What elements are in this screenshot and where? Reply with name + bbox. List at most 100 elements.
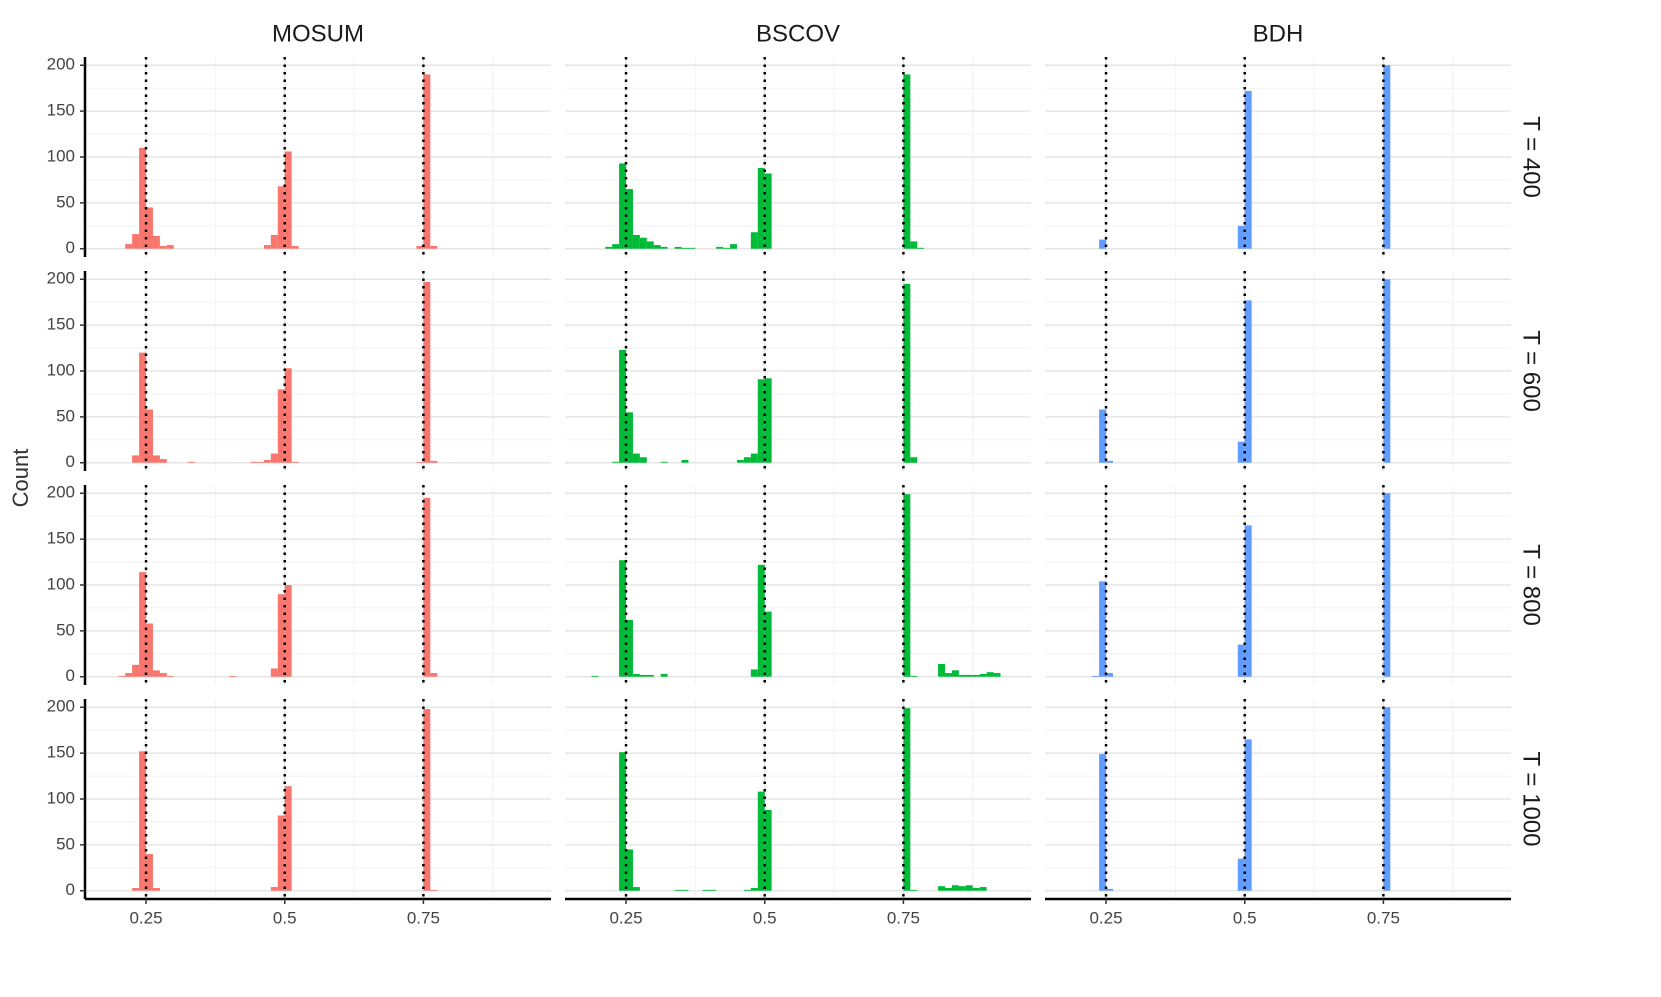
- y-tick-label: 50: [56, 406, 75, 425]
- y-tick-label: 200: [47, 269, 75, 288]
- histogram-bar: [730, 244, 737, 249]
- histogram-bar: [187, 461, 195, 463]
- histogram-bar: [632, 453, 640, 463]
- y-tick-label: 100: [47, 574, 75, 593]
- x-tick-label: 0.75: [407, 908, 440, 927]
- y-tick-label: 50: [56, 834, 75, 853]
- y-tick-label: 100: [47, 788, 75, 807]
- histogram-bar: [619, 560, 627, 677]
- histogram-bar: [612, 244, 620, 249]
- histogram-bar: [626, 189, 633, 249]
- histogram-bar: [646, 241, 654, 249]
- histogram-bar: [764, 810, 772, 891]
- histogram-bar: [1237, 225, 1245, 249]
- histogram-bar: [910, 675, 918, 677]
- histogram-bar: [972, 674, 980, 677]
- x-tick-label: 0.75: [1367, 908, 1400, 927]
- histogram-bar: [159, 245, 167, 249]
- histogram-bar: [270, 887, 278, 891]
- x-tick-label: 0.25: [129, 908, 162, 927]
- histogram-bar: [1106, 460, 1113, 463]
- histogram-bar: [146, 623, 153, 677]
- histogram-bar: [965, 674, 973, 677]
- histogram-bar: [132, 234, 140, 249]
- x-tick-label: 0.5: [1233, 908, 1257, 927]
- histogram-bar: [1106, 673, 1113, 677]
- column-title: BDH: [1253, 20, 1304, 47]
- histogram-bar: [903, 708, 911, 891]
- histogram-bar: [166, 245, 174, 249]
- histogram-bar: [423, 709, 431, 891]
- histogram-bar: [716, 246, 724, 249]
- histogram-bar: [430, 673, 438, 677]
- histogram-bar: [972, 887, 980, 891]
- histogram-bar: [736, 459, 744, 463]
- histogram-bar: [277, 389, 285, 463]
- histogram-bar: [619, 752, 627, 891]
- histogram-bar: [764, 173, 772, 249]
- histogram-bar: [619, 349, 627, 463]
- histogram-bar: [619, 163, 627, 249]
- histogram-bar: [958, 886, 966, 891]
- column-title: BSCOV: [756, 20, 840, 47]
- histogram-bar: [750, 887, 758, 891]
- histogram-bar: [139, 751, 147, 891]
- histogram-bar: [430, 460, 438, 463]
- histogram-bar: [423, 497, 431, 677]
- histogram-bar: [681, 459, 689, 463]
- histogram-bar: [605, 246, 613, 249]
- histogram-bar: [757, 564, 765, 677]
- row-label: T = 400: [1518, 116, 1545, 198]
- histogram-bar: [146, 409, 153, 463]
- column-title: MOSUM: [272, 20, 364, 47]
- histogram-bar: [277, 186, 285, 249]
- histogram-bar: [965, 885, 973, 891]
- histogram-bar: [284, 585, 292, 677]
- histogram-bar: [660, 461, 668, 463]
- histogram-bar: [626, 619, 633, 677]
- histogram-bar: [945, 673, 952, 677]
- y-tick-label: 100: [47, 360, 75, 379]
- x-tick-label: 0.75: [887, 908, 920, 927]
- histogram-bar: [903, 494, 911, 677]
- histogram-bar: [263, 245, 271, 249]
- histogram-bar: [284, 151, 292, 249]
- histogram-bar: [146, 207, 153, 249]
- histogram-bar: [1383, 279, 1391, 463]
- histogram-bar: [688, 247, 696, 249]
- histogram-bar: [653, 245, 661, 249]
- histogram-bar: [270, 453, 278, 463]
- histogram-bar: [256, 461, 264, 463]
- histogram-bar: [993, 673, 1001, 677]
- y-tick-label: 150: [47, 315, 75, 334]
- y-tick-label: 200: [47, 697, 75, 716]
- histogram-bar: [416, 461, 424, 463]
- histogram-bar: [626, 849, 633, 891]
- histogram-bar: [1383, 493, 1391, 677]
- histogram-bar: [1099, 409, 1107, 463]
- y-tick-label: 50: [56, 620, 75, 639]
- y-tick-label: 200: [47, 55, 75, 74]
- histogram-bar: [270, 234, 278, 249]
- histogram-bar: [660, 673, 668, 677]
- histogram-bar: [723, 247, 731, 249]
- histogram-bar: [709, 889, 717, 891]
- histogram-bar: [416, 245, 424, 249]
- histogram-bar: [152, 455, 160, 463]
- histogram-bar: [757, 379, 765, 463]
- histogram-bar: [1237, 858, 1245, 891]
- histogram-bar: [1099, 581, 1107, 677]
- row-label: T = 600: [1518, 330, 1545, 412]
- histogram-bar: [1099, 754, 1107, 891]
- histogram-bar: [632, 887, 640, 891]
- histogram-bar: [1237, 441, 1245, 463]
- histogram-bar: [291, 461, 299, 463]
- y-tick-label: 0: [66, 238, 75, 257]
- histogram-bar: [152, 887, 160, 891]
- histogram-bar: [938, 663, 946, 677]
- histogram-bar: [945, 887, 952, 891]
- histogram-bar: [423, 74, 431, 249]
- histogram-bar: [229, 675, 237, 677]
- histogram-bar: [1099, 239, 1107, 249]
- x-tick-label: 0.5: [753, 908, 777, 927]
